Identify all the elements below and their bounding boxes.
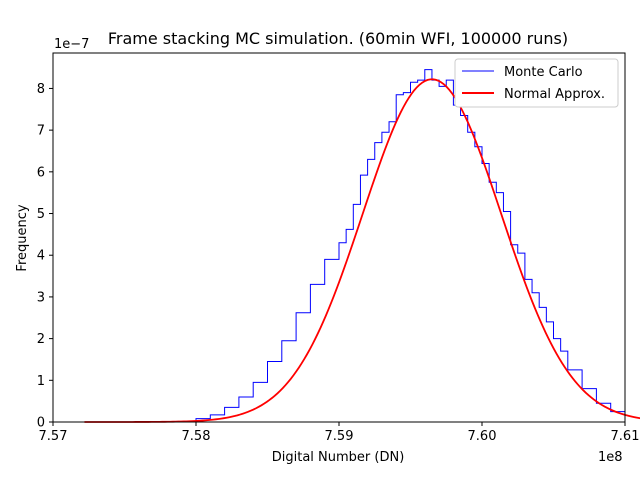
x-tick-label: 7.61 bbox=[611, 429, 640, 444]
y-tick-label: 0 bbox=[37, 416, 45, 431]
plot-data-layer bbox=[84, 69, 640, 423]
y-tick-label: 6 bbox=[37, 165, 45, 180]
x-tick-label: 7.59 bbox=[325, 429, 354, 444]
y-axis-offset-label: 1e−7 bbox=[54, 37, 89, 52]
y-tick-label: 4 bbox=[37, 249, 45, 264]
series-normal-approx-curve bbox=[84, 78, 640, 423]
chart-title: Frame stacking MC simulation. (60min WFI… bbox=[108, 29, 568, 48]
legend: Monte Carlo Normal Approx. bbox=[454, 58, 619, 108]
y-tick-label: 1 bbox=[37, 374, 45, 389]
series-monte-carlo-histogram bbox=[195, 69, 626, 422]
x-axis-offset-label: 1e8 bbox=[598, 450, 623, 465]
y-axis-label: Frequency bbox=[15, 204, 30, 271]
legend-label-normal-approx: Normal Approx. bbox=[504, 87, 605, 102]
legend-box bbox=[454, 58, 619, 108]
legend-label-monte-carlo: Monte Carlo bbox=[504, 65, 583, 80]
y-tick-label: 5 bbox=[37, 207, 45, 222]
plot-area-frame bbox=[52, 52, 626, 423]
x-tick-label: 7.58 bbox=[182, 429, 211, 444]
y-tick-label: 2 bbox=[37, 332, 45, 347]
x-axis-label: Digital Number (DN) bbox=[272, 450, 405, 465]
x-tick-label: 7.57 bbox=[39, 429, 68, 444]
y-tick-label: 7 bbox=[37, 124, 45, 139]
y-tick-label: 3 bbox=[37, 290, 45, 305]
x-tick-label: 7.60 bbox=[468, 429, 497, 444]
axis-ticks-layer: 7.57 7.58 7.59 7.60 7.61 0 1 2 3 4 5 6 7 8 bbox=[37, 82, 640, 444]
y-tick-label: 8 bbox=[37, 82, 45, 97]
